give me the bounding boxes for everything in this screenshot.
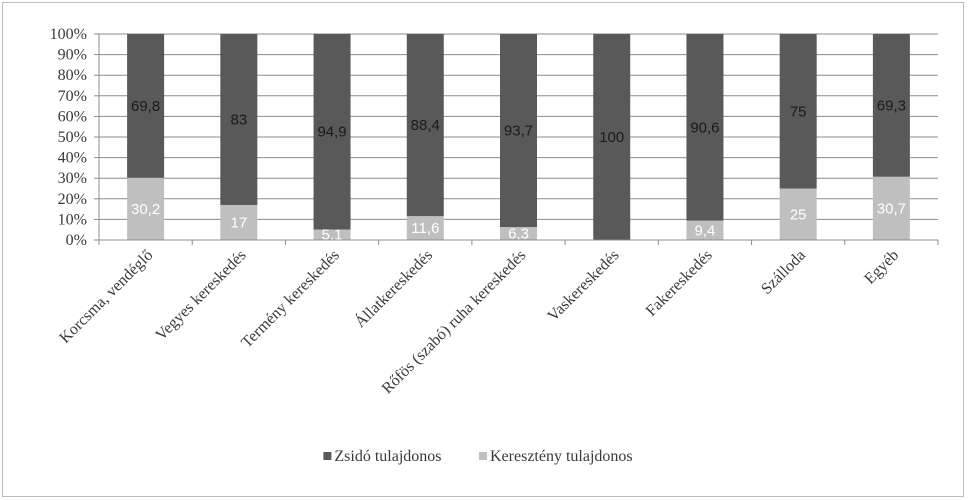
bar-segment (220, 34, 258, 205)
data-label: 88,4 (411, 117, 440, 134)
data-label: 30,7 (877, 200, 906, 217)
data-label: 11,6 (411, 220, 439, 237)
y-tick-label: 90% (58, 47, 87, 64)
data-label: 94,9 (317, 124, 346, 141)
bar-segment (593, 34, 631, 240)
y-tick-label: 0% (66, 232, 87, 249)
y-tick-label: 80% (58, 67, 87, 84)
bar-segment (127, 34, 165, 178)
y-tick-label: 20% (58, 191, 87, 208)
y-tick-label: 100% (50, 26, 87, 43)
category-label: Termény kereskedés (238, 247, 343, 352)
legend-swatch (323, 452, 332, 460)
data-label: 83 (230, 111, 247, 128)
data-label: 9,4 (695, 222, 716, 239)
data-label: 17 (230, 214, 247, 231)
data-label: 69,3 (877, 97, 906, 114)
y-tick-label: 40% (58, 150, 87, 167)
bar-segment (220, 204, 258, 240)
bar-segment (686, 34, 724, 221)
y-tick-label: 10% (58, 211, 87, 228)
category-label: Egyéb (861, 247, 902, 288)
data-label: 75 (790, 103, 807, 120)
data-label: 30,2 (131, 201, 160, 218)
legend-label: Zsidó tulajdonos (334, 448, 441, 465)
data-label: 5,1 (322, 227, 343, 244)
legend-label: Keresztény tulajdonos (490, 448, 633, 465)
bar-segment (406, 216, 444, 240)
data-label: 69,8 (131, 98, 160, 115)
data-label: 90,6 (690, 119, 719, 136)
bar-segment (872, 34, 910, 177)
bar-segment (779, 188, 817, 240)
bar-segment (779, 34, 817, 189)
bar-segment (127, 177, 165, 240)
bar-segment (500, 227, 537, 240)
data-label: 93,7 (504, 123, 533, 140)
y-tick-label: 70% (58, 88, 87, 105)
data-label: 25 (790, 206, 807, 223)
category-label: Korcsma, vendéglő (56, 247, 156, 347)
bar-segment (406, 34, 444, 217)
y-tick-label: 60% (58, 108, 87, 125)
y-tick-label: 30% (58, 170, 87, 187)
category-label: Állatkereskedés (350, 245, 436, 331)
category-label: Vaskereskedés (545, 247, 623, 325)
legend-swatch (479, 452, 487, 460)
category-label: Szálloda (758, 247, 809, 298)
category-label: Fakereskedés (643, 247, 716, 320)
y-tick-label: 50% (58, 129, 87, 146)
bar-segment (686, 220, 724, 240)
bar-segment (500, 34, 537, 228)
bar-segment (313, 34, 351, 230)
data-label: 6,3 (508, 226, 529, 243)
bar-segment (872, 176, 910, 240)
bar-segment (313, 229, 351, 240)
data-label: 100 (599, 129, 624, 146)
category-label: Vegyes kereskedés (153, 247, 250, 344)
